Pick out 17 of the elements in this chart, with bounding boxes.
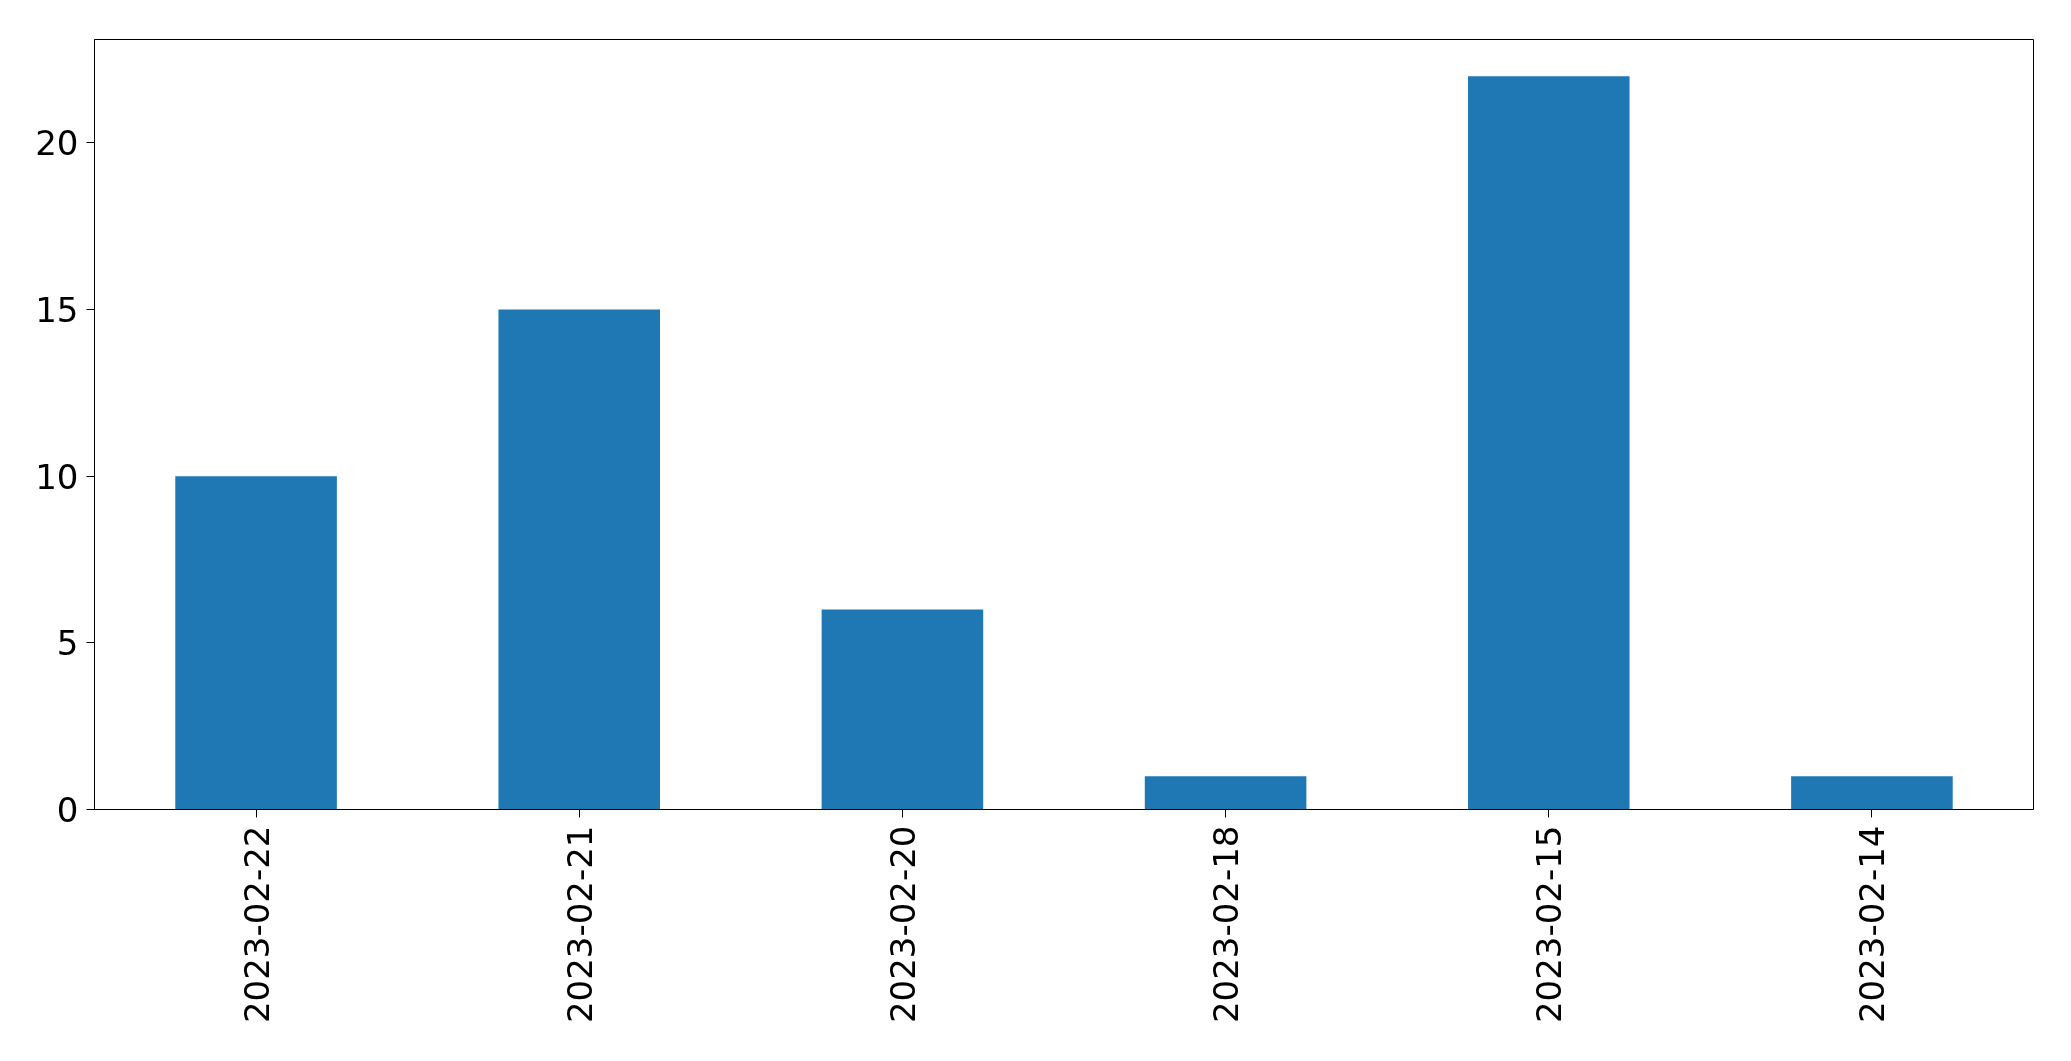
bar: [175, 476, 337, 810]
x-tick-label: 2023-02-20: [882, 825, 923, 1024]
y-tick-label: 15: [35, 290, 79, 330]
y-tick-label: 5: [56, 623, 79, 664]
y-tick-label: 0: [56, 790, 79, 830]
x-tick-label: 2023-02-18: [1206, 825, 1247, 1024]
bar: [821, 609, 984, 810]
bar: [498, 309, 661, 810]
bar: [1791, 776, 1953, 810]
bar: [1467, 76, 1630, 810]
x-tick-label: 2023-02-22: [236, 825, 277, 1024]
y-tick-label: 10: [35, 456, 79, 497]
x-tick-label: 2023-02-14: [1852, 825, 1893, 1024]
x-tick-label: 2023-02-15: [1529, 825, 1570, 1024]
x-tick-label: 2023-02-21: [559, 825, 600, 1024]
y-tick-label: 20: [35, 123, 79, 164]
bar: [1144, 776, 1307, 810]
